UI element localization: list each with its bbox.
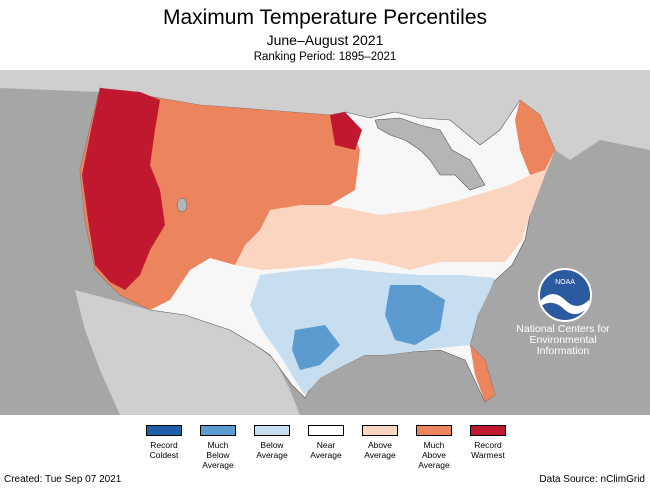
noaa-logo-text: NOAA [555,279,575,286]
record-warmest-minnesota [330,112,362,150]
legend-label: Below Average [256,440,288,460]
created-date: Created: Tue Sep 07 2021 [4,474,122,485]
legend-item-record-warmest: Record Warmest [464,425,512,460]
data-source: Data Source: nClimGrid [539,474,645,485]
legend-item-much-above-average: Much Above Average [410,425,458,470]
legend-item-below-average: Below Average [248,425,296,460]
legend-label: Much Below Average [202,440,234,470]
legend-label: Much Above Average [418,440,450,470]
legend-swatch [308,425,344,436]
legend-item-record-coldest: Record Coldest [140,425,188,460]
legend-item-much-below-average: Much Below Average [194,425,242,470]
legend: Record Coldest Much Below Average Below … [140,425,512,477]
map-title: Maximum Temperature Percentiles [162,6,488,29]
canada-land [0,70,650,160]
legend-swatch [254,425,290,436]
much-above-average-florida [470,345,495,402]
mexico-land [75,290,300,415]
much-above-average-northeast [515,100,555,175]
great-salt-lake [176,197,188,213]
legend-swatch [416,425,452,436]
legend-item-above-average: Above Average [356,425,404,460]
agency-line-1: National Centers for [516,323,610,335]
agency-line-2: Environmental [529,334,597,346]
us-percentile-map: NOAA [0,70,650,415]
legend-swatch [146,425,182,436]
legend-label: Near Average [310,440,342,460]
legend-label: Record Coldest [149,440,179,460]
agency-line-3: Information [536,345,590,357]
map-subtitle: June–August 2021 [266,32,384,48]
above-average-region [195,150,555,270]
record-warmest-region [82,88,165,290]
much-below-average-region [385,285,445,345]
legend-item-near-average: Near Average [302,425,350,460]
ranking-period: Ranking Period: 1895–2021 [253,51,397,63]
great-lakes [374,117,486,191]
legend-label: Above Average [364,440,396,460]
legend-label: Record Warmest [471,440,505,460]
legend-swatch [362,425,398,436]
much-below-average-texas [292,325,340,370]
agency-name: National Centers for Environmental Infor… [508,324,618,357]
legend-swatch [200,425,236,436]
noaa-logo-icon: NOAA [538,268,592,322]
legend-swatch [470,425,506,436]
